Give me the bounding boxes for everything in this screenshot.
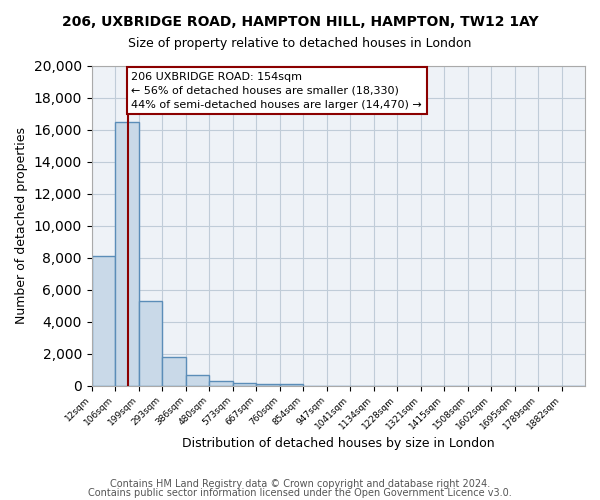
Bar (162, 357, 185, 386)
Bar (209, 381, 233, 386)
Text: Contains public sector information licensed under the Open Government Licence v3: Contains public sector information licen… (88, 488, 512, 498)
Text: Contains HM Land Registry data © Crown copyright and database right 2024.: Contains HM Land Registry data © Crown c… (110, 479, 490, 489)
Text: 206, UXBRIDGE ROAD, HAMPTON HILL, HAMPTON, TW12 1AY: 206, UXBRIDGE ROAD, HAMPTON HILL, HAMPTO… (62, 15, 538, 29)
Text: 206 UXBRIDGE ROAD: 154sqm
← 56% of detached houses are smaller (18,330)
44% of s: 206 UXBRIDGE ROAD: 154sqm ← 56% of detac… (131, 72, 422, 110)
Bar (185, 375, 209, 386)
Bar (139, 301, 162, 386)
Bar (280, 384, 303, 386)
Bar (233, 383, 256, 386)
X-axis label: Distribution of detached houses by size in London: Distribution of detached houses by size … (182, 437, 494, 450)
Y-axis label: Number of detached properties: Number of detached properties (15, 127, 28, 324)
Bar (256, 384, 280, 386)
Text: Size of property relative to detached houses in London: Size of property relative to detached ho… (128, 38, 472, 51)
Bar (115, 122, 139, 386)
Bar (92, 256, 115, 386)
